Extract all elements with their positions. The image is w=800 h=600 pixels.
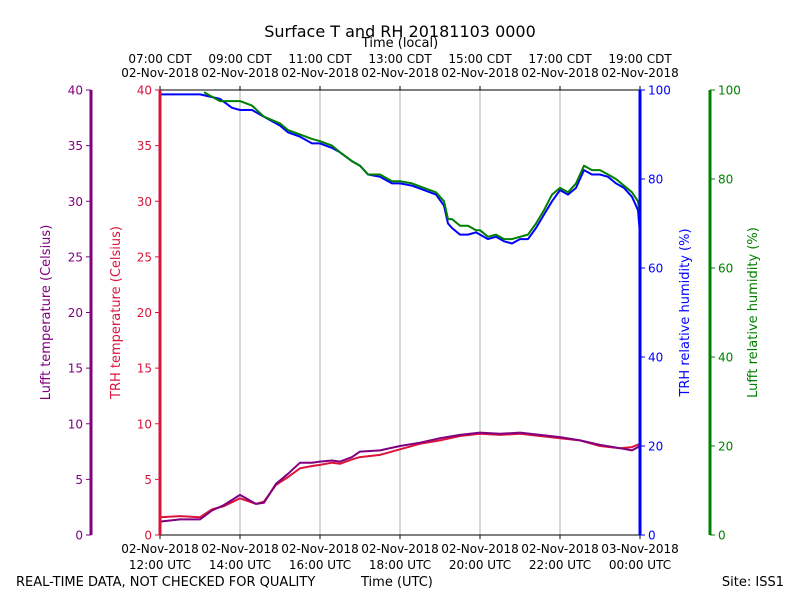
y-tick-label: 0: [718, 529, 726, 543]
top-tick-date: 02-Nov-2018: [201, 66, 279, 80]
bottom-tick-label: 00:00 UTC: [609, 558, 671, 572]
y-tick-label: 60: [718, 262, 733, 276]
y-tick-label: 40: [137, 84, 152, 98]
top-tick-date: 02-Nov-2018: [361, 66, 439, 80]
top-tick-label: 15:00 CDT: [448, 52, 512, 66]
y-tick-label: 20: [648, 440, 663, 454]
y-tick-label: 25: [68, 250, 83, 264]
top-tick-date: 02-Nov-2018: [601, 66, 679, 80]
y-tick-label: 0: [144, 529, 152, 543]
y-tick-label: 20: [718, 440, 733, 454]
y-tick-label: 20: [68, 306, 83, 320]
top-tick-date: 02-Nov-2018: [521, 66, 599, 80]
utc-axis-label: Time (UTC): [361, 575, 433, 590]
site-label: Site: ISS1: [721, 575, 784, 590]
bottom-tick-date: 02-Nov-2018: [521, 542, 599, 556]
y-tick-label: 5: [75, 473, 83, 487]
y-tick-label: 100: [648, 84, 671, 98]
top-tick-date: 02-Nov-2018: [121, 66, 199, 80]
top-tick-label: 19:00 CDT: [608, 52, 672, 66]
series-line-lufft_rh: [203, 91, 641, 241]
y-tick-label: 10: [137, 417, 152, 431]
bottom-tick-date: 02-Nov-2018: [441, 542, 519, 556]
y-tick-label: 0: [75, 529, 83, 543]
top-tick-date: 02-Nov-2018: [281, 66, 359, 80]
series-line-lufft_temp: [159, 431, 641, 523]
bottom-tick-label: 12:00 UTC: [129, 558, 191, 572]
bottom-tick-date: 02-Nov-2018: [121, 542, 199, 556]
bottom-tick-label: 14:00 UTC: [209, 558, 271, 572]
bottom-tick-label: 22:00 UTC: [529, 558, 591, 572]
bottom-tick-label: 18:00 UTC: [369, 558, 431, 572]
bottom-tick-label: 20:00 UTC: [449, 558, 511, 572]
series-line-trh_rh: [160, 93, 641, 245]
y-tick-label: 40: [648, 351, 663, 365]
grid-lines: [239, 90, 561, 535]
y-axis-label-lufft_rh: Lufft relative humidity (%): [746, 227, 761, 398]
series-line-trh_temp: [159, 432, 641, 519]
y-tick-label: 35: [137, 139, 152, 153]
y-tick-label: 60: [648, 262, 663, 276]
y-tick-label: 30: [137, 195, 152, 209]
top-tick-label: 09:00 CDT: [208, 52, 272, 66]
top-tick-label: 11:00 CDT: [288, 52, 352, 66]
series-lines: [159, 91, 641, 523]
y-tick-label: 100: [718, 84, 741, 98]
top-tick-label: 07:00 CDT: [128, 52, 192, 66]
quality-note: REAL-TIME DATA, NOT CHECKED FOR QUALITY: [16, 575, 316, 590]
y-tick-label: 15: [137, 362, 152, 376]
y-tick-label: 80: [718, 173, 733, 187]
top-tick-label: 17:00 CDT: [528, 52, 592, 66]
top-tick-label: 13:00 CDT: [368, 52, 432, 66]
bottom-tick-date: 02-Nov-2018: [201, 542, 279, 556]
y-axis-label-trh_temp: TRH temperature (Celsius): [109, 226, 124, 400]
y-axis-label-trh_rh: TRH relative humidity (%): [678, 228, 693, 397]
y-axis-label-lufft_temp: Lufft temperature (Celsius): [39, 225, 54, 401]
y-tick-label: 25: [137, 250, 152, 264]
bottom-tick-label: 16:00 UTC: [289, 558, 351, 572]
y-tick-label: 10: [68, 417, 83, 431]
bottom-tick-date: 02-Nov-2018: [361, 542, 439, 556]
y-tick-label: 35: [68, 139, 83, 153]
y-tick-label: 40: [68, 84, 83, 98]
chart-title: Surface T and RH 20181103 0000: [264, 22, 536, 41]
y-tick-label: 15: [68, 362, 83, 376]
y-tick-label: 5: [144, 473, 152, 487]
y-tick-label: 40: [718, 351, 733, 365]
y-tick-label: 0: [648, 529, 656, 543]
top-axis-label: Time (local): [361, 36, 438, 51]
y-tick-label: 30: [68, 195, 83, 209]
y-tick-label: 20: [137, 306, 152, 320]
bottom-tick-date: 03-Nov-2018: [601, 542, 679, 556]
y-tick-label: 80: [648, 173, 663, 187]
bottom-tick-date: 02-Nov-2018: [281, 542, 359, 556]
top-tick-date: 02-Nov-2018: [441, 66, 519, 80]
